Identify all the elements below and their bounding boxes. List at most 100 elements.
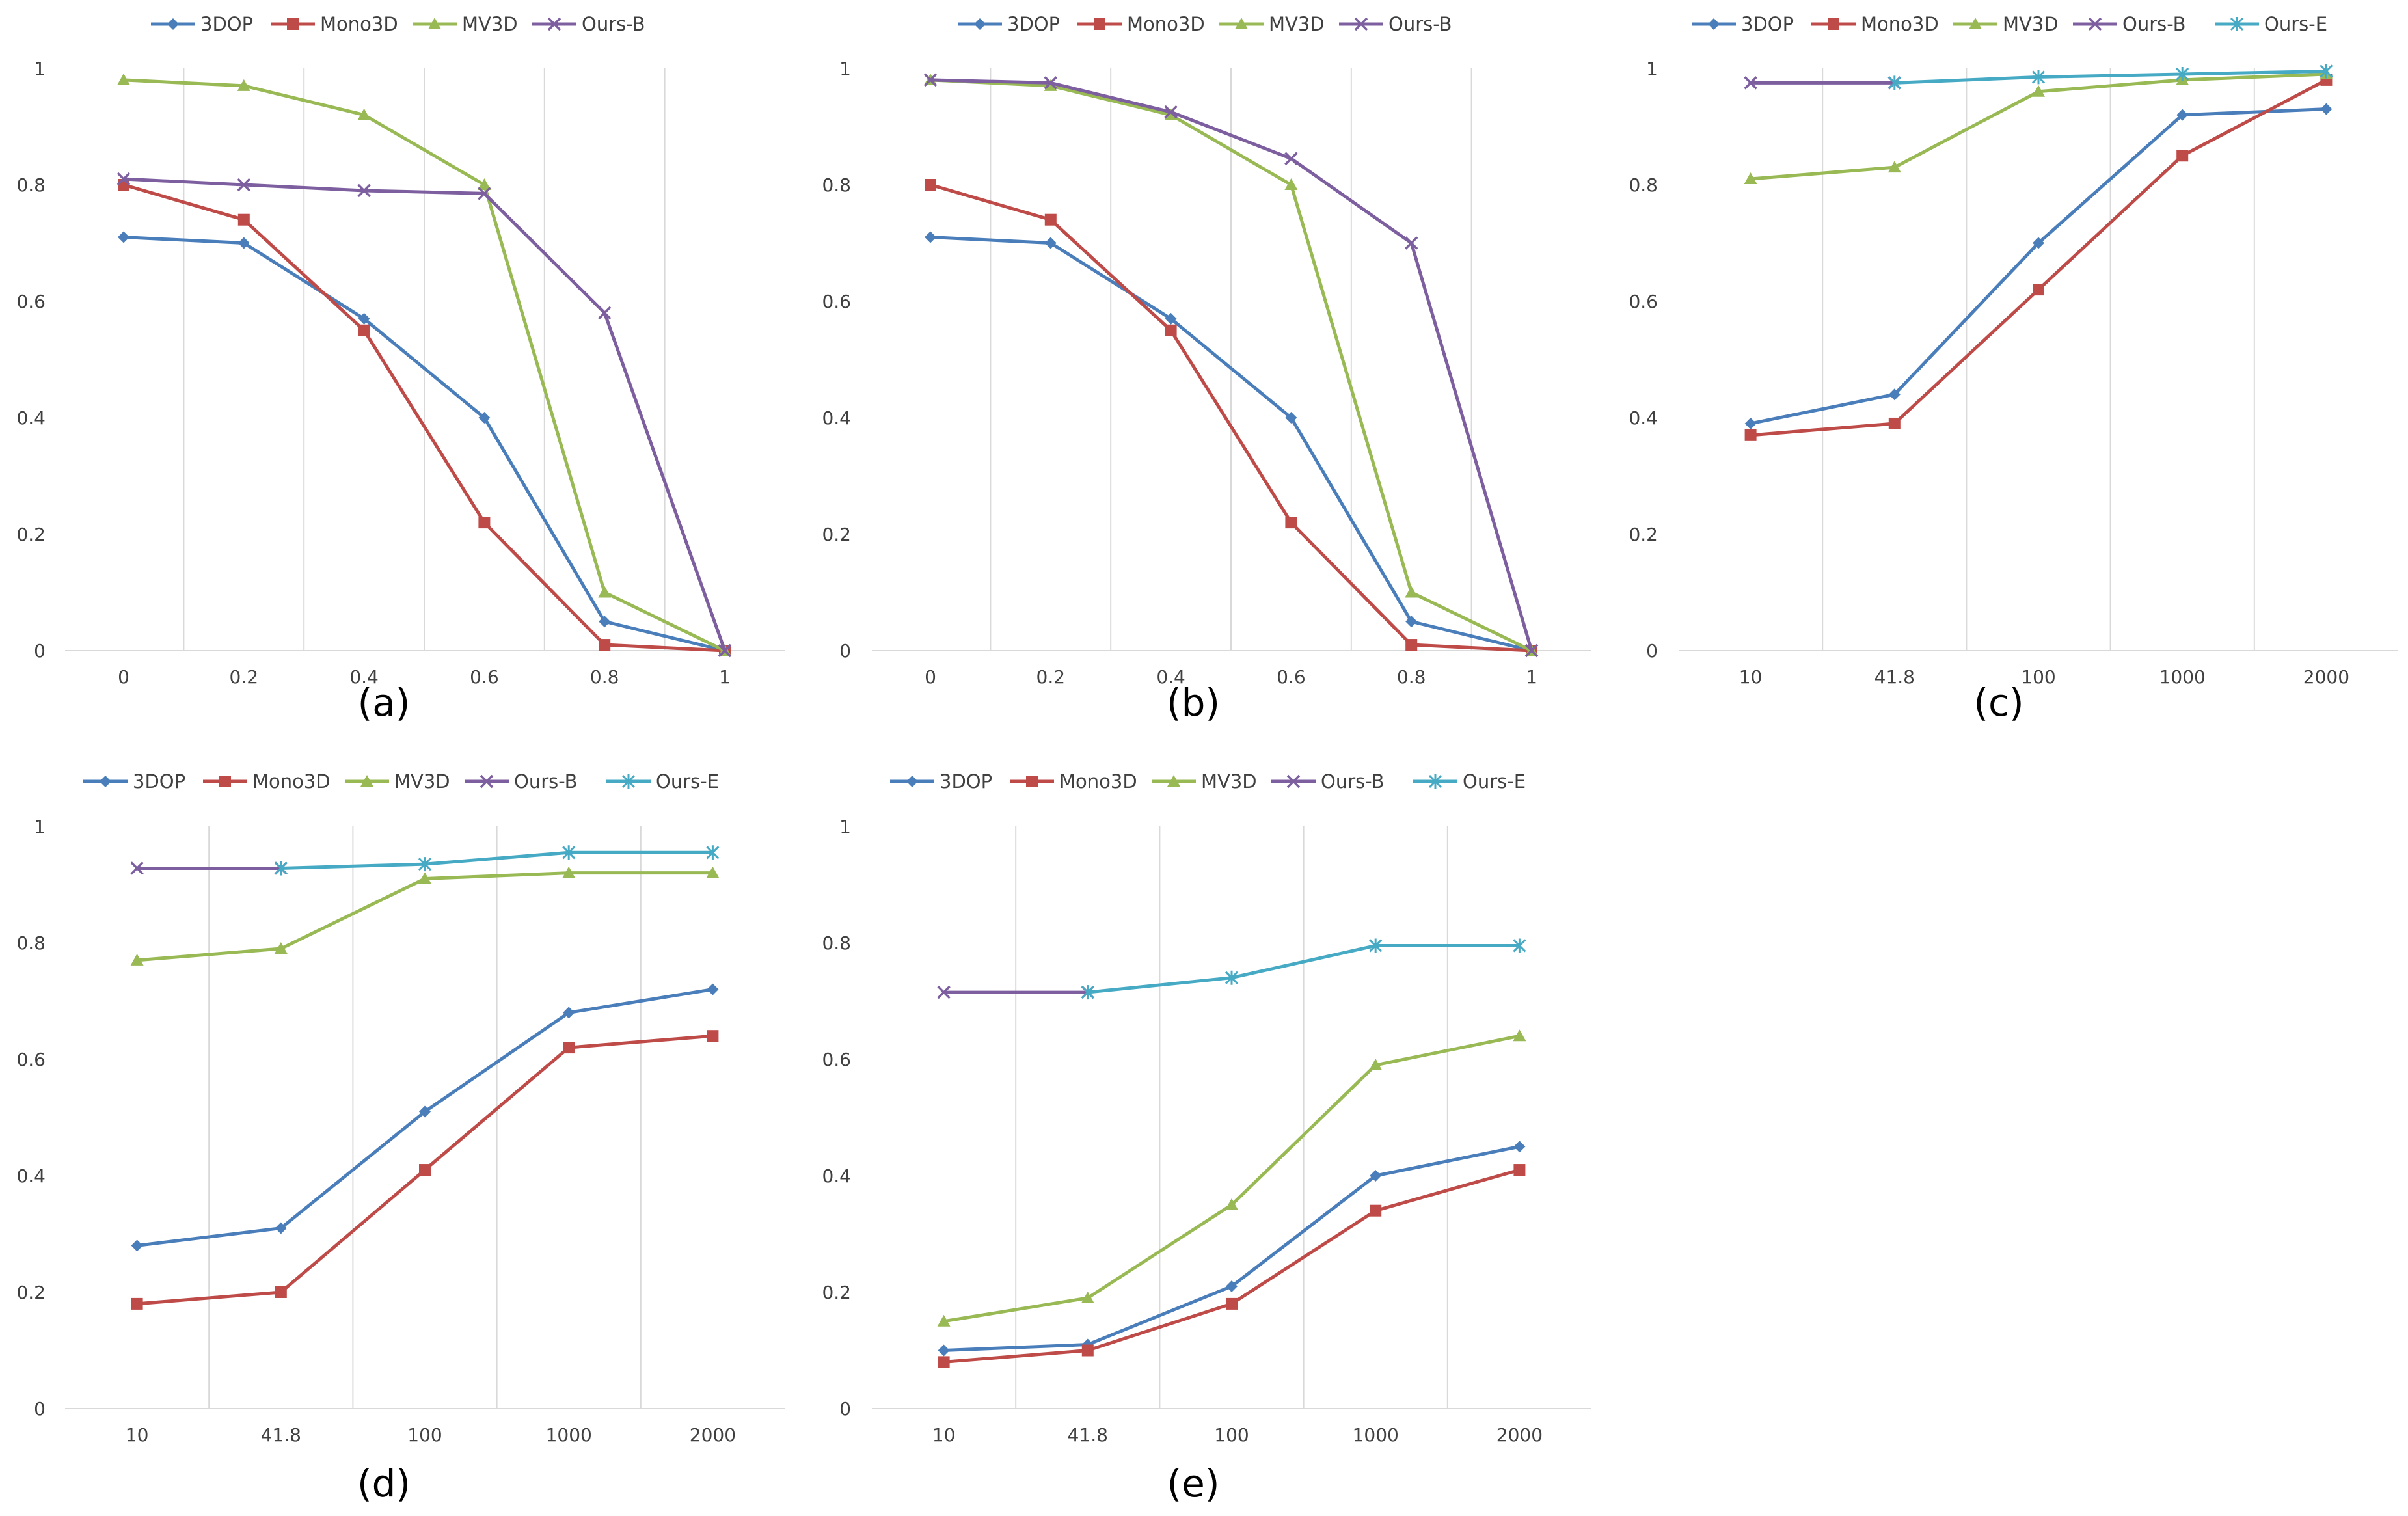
legend-item: Mono3D xyxy=(1077,13,1205,35)
y-tick-label: 0 xyxy=(839,640,851,662)
x-tick-label: 10 xyxy=(126,1424,149,1446)
legend-item: Ours-B xyxy=(1339,13,1452,35)
data-point xyxy=(478,187,491,200)
series-ours-e xyxy=(1081,938,1526,1000)
data-point xyxy=(599,639,611,651)
x-tick-label: 1000 xyxy=(546,1424,592,1446)
legend-marker xyxy=(974,18,986,30)
data-point xyxy=(562,866,576,878)
series-line xyxy=(279,850,714,870)
legend-marker xyxy=(1026,776,1038,787)
data-point xyxy=(130,953,144,966)
legend-label: Ours-E xyxy=(2264,13,2327,35)
panel-caption: (c) xyxy=(1973,681,2023,725)
legend-label: Ours-B xyxy=(1388,13,1452,35)
legend-marker xyxy=(621,774,636,789)
legend: 3DOP Mono3D MV3D Ours-B Ours-E xyxy=(1692,13,2327,35)
data-point xyxy=(117,73,130,85)
data-point xyxy=(2176,109,2189,121)
legend-marker xyxy=(428,18,441,29)
panel-caption: (d) xyxy=(357,1461,411,1506)
data-point xyxy=(597,306,612,320)
data-point xyxy=(938,1356,950,1368)
legend-item: MV3D xyxy=(413,13,518,35)
series-line xyxy=(928,236,1534,653)
legend-marker xyxy=(906,776,918,787)
x-tick-label: 100 xyxy=(407,1424,442,1446)
data-point xyxy=(2031,70,2046,85)
series-3dop xyxy=(118,231,731,656)
series-line xyxy=(122,177,727,653)
y-tick-label: 0.8 xyxy=(16,932,46,954)
legend-marker xyxy=(360,775,373,787)
data-point xyxy=(274,861,288,876)
data-point xyxy=(2033,237,2044,249)
x-tick-label: 1000 xyxy=(1353,1424,1399,1446)
y-tick-label: 0.8 xyxy=(822,932,851,954)
legend-item: MV3D xyxy=(1953,13,2059,35)
data-point xyxy=(131,1297,143,1310)
legend-marker xyxy=(1354,17,1368,31)
data-point xyxy=(1284,178,1298,190)
legend-marker xyxy=(1094,18,1105,30)
data-point xyxy=(1165,312,1177,325)
legend-item: MV3D xyxy=(345,770,450,792)
data-point xyxy=(1225,1198,1238,1210)
legend-label: Ours-B xyxy=(514,770,578,792)
data-point xyxy=(925,179,936,191)
y-tick-label: 0.8 xyxy=(1629,174,1658,196)
data-point xyxy=(1513,1029,1526,1042)
data-point xyxy=(274,941,288,954)
y-tick-label: 0.4 xyxy=(16,407,46,429)
data-point xyxy=(1164,105,1178,119)
series-ours-b xyxy=(116,172,732,658)
data-point xyxy=(1081,985,1094,1000)
data-point xyxy=(2176,66,2189,81)
x-tick-label: 0.6 xyxy=(470,666,499,688)
legend-item: 3DOP xyxy=(958,13,1060,35)
legend-item: Ours-E xyxy=(2215,13,2327,35)
data-point xyxy=(116,172,131,186)
y-tick-label: 0.8 xyxy=(16,174,46,196)
chart-panel-c: 0 0.2 0.4 0.6 0.8 1 10 41.8 100 1000 2000 3DOP Mono3… xyxy=(1629,13,2398,725)
data-point xyxy=(1405,639,1418,651)
legend-label: Ours-E xyxy=(1463,770,1526,792)
x-tick-label: 0.8 xyxy=(1397,666,1426,688)
data-point xyxy=(131,1239,143,1252)
series-line xyxy=(135,871,714,962)
data-point xyxy=(419,1164,431,1176)
x-tick-label: 2000 xyxy=(2303,666,2349,688)
data-point xyxy=(706,845,720,860)
y-tick-label: 0.4 xyxy=(822,407,851,429)
x-tick-label: 10 xyxy=(932,1424,956,1446)
series-ours-e xyxy=(1887,64,2333,90)
legend-label: Ours-B xyxy=(2122,13,2186,35)
legend-label: 3DOP xyxy=(1741,13,1794,35)
data-point xyxy=(937,985,951,999)
y-tick-label: 0.2 xyxy=(1629,524,1658,545)
x-tick-label: 100 xyxy=(2021,666,2055,688)
chart-panel-e: 0 0.2 0.4 0.6 0.8 1 10 41.8 100 1000 2000 3DOP Mono3… xyxy=(822,770,1591,1506)
y-tick-label: 0.4 xyxy=(16,1165,46,1187)
y-tick-label: 1 xyxy=(839,58,851,79)
legend-marker xyxy=(1235,18,1248,29)
y-tick-label: 0.8 xyxy=(822,174,851,196)
data-point xyxy=(1226,1280,1238,1293)
legend-label: Mono3D xyxy=(252,770,331,792)
legend-label: Ours-B xyxy=(582,13,645,35)
y-tick-label: 1 xyxy=(839,816,851,837)
legend-marker xyxy=(2088,17,2102,31)
x-tick-label: 1 xyxy=(719,666,731,688)
legend-item: Ours-E xyxy=(1413,770,1526,792)
series-mv3d xyxy=(130,866,720,966)
legend-label: 3DOP xyxy=(200,13,253,35)
data-point xyxy=(478,517,491,529)
y-tick-label: 1 xyxy=(34,58,46,79)
data-point xyxy=(358,312,370,325)
x-tick-label: 41.8 xyxy=(261,1424,301,1446)
data-point xyxy=(419,1105,431,1118)
data-point xyxy=(1405,586,1418,598)
series-line xyxy=(928,78,1534,653)
legend-marker xyxy=(100,776,111,787)
y-tick-label: 0 xyxy=(34,1398,46,1420)
